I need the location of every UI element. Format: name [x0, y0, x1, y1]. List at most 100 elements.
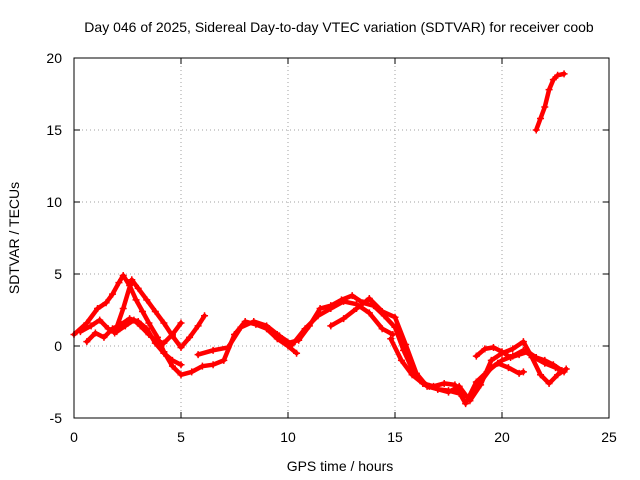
data-point: [117, 320, 125, 328]
y-tick-label: 15: [46, 122, 62, 138]
data-point: [87, 322, 95, 330]
data-point: [549, 361, 557, 369]
x-tick-label: 5: [177, 429, 185, 445]
data-point: [519, 368, 527, 376]
data-point: [126, 315, 134, 323]
data-point: [134, 318, 142, 326]
data-point: [445, 388, 452, 396]
y-tick-label: 20: [46, 50, 62, 66]
data-point: [532, 354, 540, 362]
series-track-e: [194, 297, 397, 359]
series-track-c: [111, 276, 209, 351]
data-point: [558, 366, 566, 374]
data-point: [537, 114, 545, 122]
data-point: [145, 319, 153, 327]
x-tick-label: 15: [387, 429, 403, 445]
data-point: [273, 330, 281, 338]
series-line: [112, 277, 207, 350]
data-point: [305, 322, 313, 330]
data-point: [532, 126, 540, 134]
data-point: [151, 307, 159, 315]
y-tick-label: 5: [54, 266, 62, 282]
data-point: [316, 305, 324, 313]
data-point: [224, 343, 232, 351]
y-axis-label: SDTVAR / TECUs: [6, 182, 22, 294]
data-point: [483, 368, 491, 376]
chart-title: Day 046 of 2025, Sidereal Day-to-day VTE…: [84, 19, 594, 35]
data-point: [96, 316, 104, 324]
data-point: [419, 379, 427, 387]
data-point: [327, 302, 335, 310]
data-point: [545, 379, 553, 387]
data-point: [327, 322, 335, 330]
x-tick-label: 0: [70, 429, 78, 445]
data-point: [489, 343, 497, 351]
data-point: [250, 318, 258, 326]
data-point: [111, 329, 119, 337]
data-point: [160, 319, 168, 327]
axis-ticks: [73, 57, 610, 419]
data-point: [201, 312, 209, 320]
data-point: [472, 378, 480, 386]
data-point: [498, 348, 506, 356]
data-point: [408, 371, 416, 379]
data-point: [138, 307, 146, 315]
x-axis-label: GPS time / hours: [287, 458, 394, 474]
x-tick-label: 10: [280, 429, 296, 445]
data-point: [198, 362, 206, 370]
data-point: [102, 299, 110, 307]
data-point: [519, 338, 527, 346]
data-point: [402, 341, 410, 349]
data-point: [515, 369, 523, 377]
data-point: [515, 351, 523, 359]
data-point: [134, 284, 142, 292]
data-point: [487, 356, 495, 364]
data-point: [177, 371, 185, 379]
data-point: [554, 371, 562, 379]
data-point: [378, 325, 386, 333]
data-point: [83, 338, 91, 346]
data-point: [293, 349, 301, 357]
plot-frame: [73, 57, 610, 419]
data-point: [391, 313, 399, 321]
data-point: [494, 359, 502, 367]
data-point: [100, 333, 108, 341]
data-point: [549, 76, 557, 84]
data-point: [94, 305, 102, 313]
data-point: [168, 356, 176, 364]
data-point: [160, 349, 168, 357]
data-point: [186, 333, 194, 341]
data-point: [263, 322, 271, 330]
x-tick-label: 25: [601, 429, 617, 445]
data-point: [177, 319, 185, 327]
y-tick-label: 10: [46, 194, 62, 210]
data-point: [507, 354, 515, 362]
data-point: [524, 348, 532, 356]
x-tick-label: 20: [494, 429, 510, 445]
data-point: [451, 381, 459, 389]
data-point: [83, 319, 91, 327]
data-series: [70, 70, 570, 408]
series-line: [195, 299, 396, 357]
y-tick-label: 0: [54, 338, 62, 354]
data-point: [537, 371, 545, 379]
data-point: [209, 346, 217, 354]
data-point: [472, 352, 480, 360]
data-point: [91, 329, 99, 337]
data-point: [554, 71, 562, 79]
data-point: [132, 296, 140, 304]
data-point: [504, 364, 512, 372]
data-point: [378, 307, 386, 315]
series-track-d: [83, 315, 185, 369]
data-point: [188, 368, 196, 376]
series-track-f: [273, 292, 568, 402]
data-point: [143, 296, 151, 304]
series-track-h: [387, 335, 527, 408]
data-point: [151, 339, 159, 347]
data-point: [340, 315, 348, 323]
data-point: [481, 345, 489, 353]
data-point: [284, 339, 292, 347]
data-point: [562, 365, 570, 373]
data-point: [365, 294, 373, 302]
